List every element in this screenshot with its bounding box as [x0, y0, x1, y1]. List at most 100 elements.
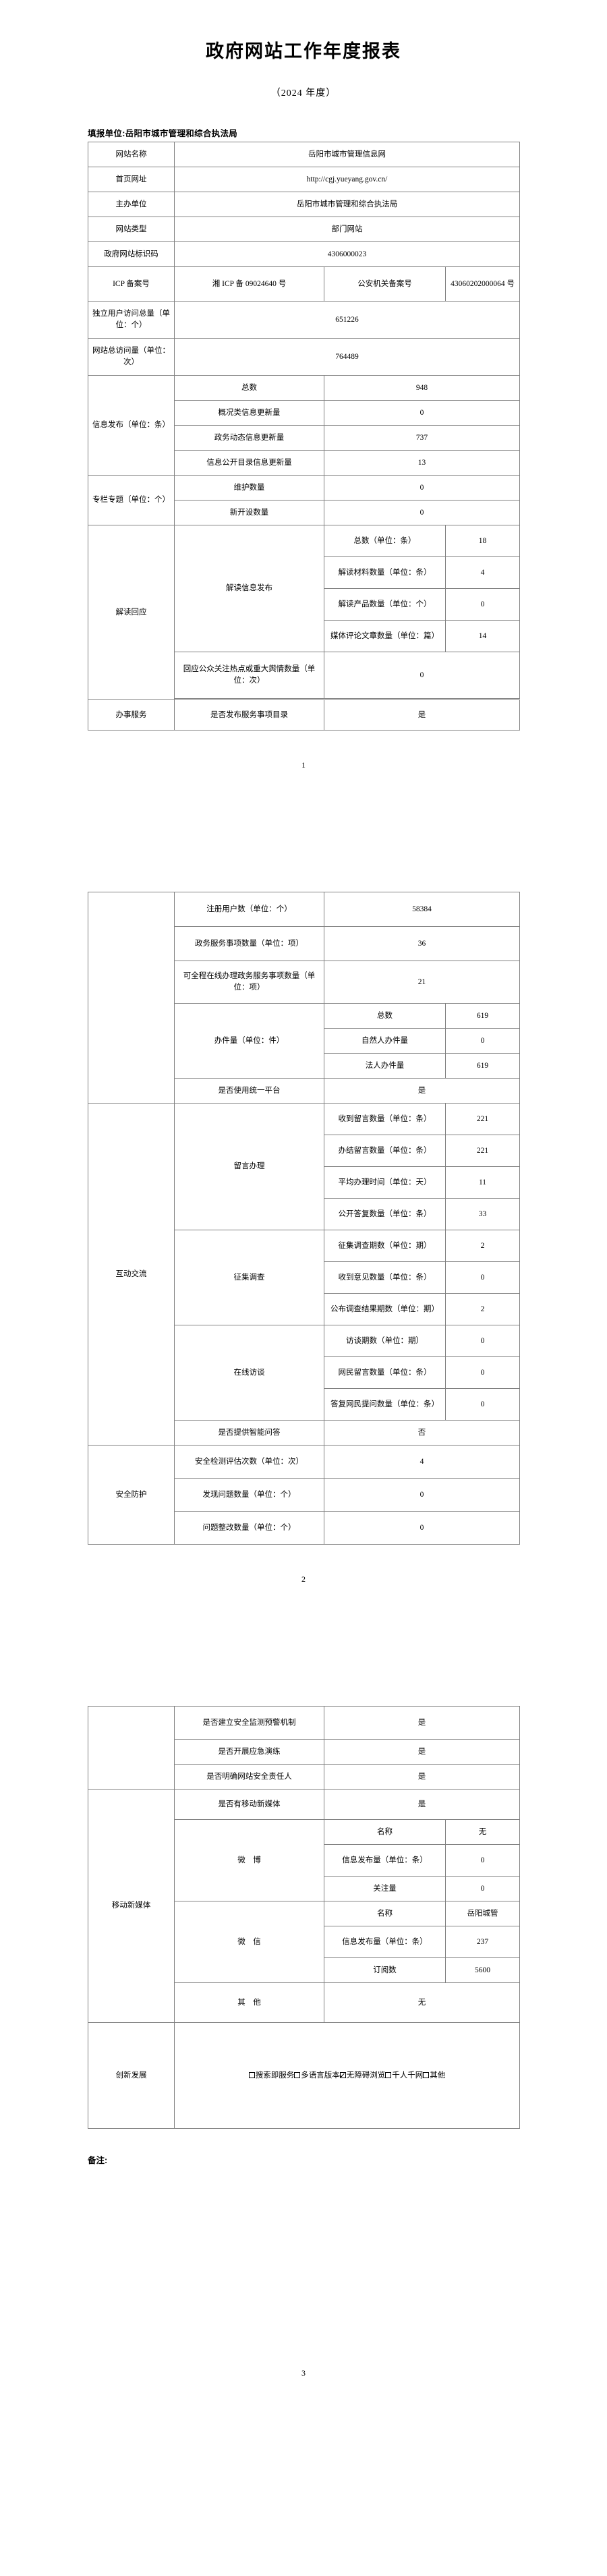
info-publish-row-value: 737 — [324, 425, 520, 451]
has-mobile-media-label: 是否有移动新媒体 — [174, 1789, 324, 1820]
site-code-value: 4306000023 — [174, 241, 520, 267]
checkbox-unchecked-icon[interactable] — [294, 2072, 301, 2079]
interview-row-value: 0 — [445, 1356, 520, 1389]
table-row: 答复网民提问数量（单位：条） 0 — [88, 1388, 520, 1421]
security-drill-value: 是 — [324, 1739, 520, 1765]
handled-row-value: 619 — [445, 1053, 520, 1079]
table-row: 政务服务事项数量（单位：项） 36 — [88, 926, 520, 961]
weibo-row-value: 无 — [445, 1819, 520, 1845]
handled-row-label: 法人办件量 — [324, 1053, 446, 1079]
special-column-row-value: 0 — [324, 475, 520, 500]
page-2: 注册用户数（单位：个） 58384 政务服务事项数量（单位：项） 36 可全程在… — [0, 845, 607, 1584]
special-column-section-label: 专栏专题（单位：个） — [88, 475, 175, 525]
table-row: 网民留言数量（单位：条） 0 — [88, 1356, 520, 1389]
table-row: 新开设数量 0 — [88, 500, 520, 525]
table-row: 解读产品数量（单位：个） 0 — [88, 588, 520, 621]
unique-visitors-label: 独立用户访问总量（单位：个） — [88, 301, 175, 339]
table-row: 自然人办件量 0 — [88, 1028, 520, 1054]
innovation-option-label: 千人千网 — [392, 2071, 424, 2080]
page-break-1 — [0, 770, 607, 845]
icp-value: 湘 ICP 备 09024640 号 — [174, 266, 324, 302]
table-row: 解读回应 解读信息发布 总数（单位：条） 18 — [88, 525, 520, 700]
wechat-row-label: 名称 — [324, 1901, 446, 1926]
survey-row-value: 2 — [445, 1230, 520, 1262]
checkbox-unchecked-icon[interactable] — [423, 2072, 430, 2079]
innovation-option-other[interactable]: 其他 — [423, 2070, 445, 2082]
unified-platform-value: 是 — [324, 1078, 520, 1104]
checkbox-unchecked-icon[interactable] — [385, 2072, 392, 2079]
service-section-label — [88, 892, 175, 1104]
interview-row-label: 访谈期数（单位：期） — [324, 1325, 446, 1357]
interpretation-row-label: 解读产品数量（单位：个） — [324, 588, 446, 621]
service-catalog-label: 是否发布服务事项目录 — [174, 699, 324, 731]
security-warning-label: 是否建立安全监测预警机制 — [174, 1706, 324, 1740]
security-row-value: 0 — [324, 1511, 520, 1545]
interpretation-row-value: 0 — [445, 588, 520, 621]
smart-qa-label: 是否提供智能问答 — [174, 1420, 324, 1446]
interview-row-value: 0 — [445, 1388, 520, 1421]
security-drill-label: 是否开展应急演练 — [174, 1739, 324, 1765]
wechat-row-value: 5600 — [445, 1957, 520, 1983]
survey-row-label: 收到意见数量（单位：条） — [324, 1261, 446, 1294]
weibo-row-label: 关注量 — [324, 1876, 446, 1901]
interpretation-row-label: 解读材料数量（单位：条） — [324, 556, 446, 589]
innovation-option-accessibility[interactable]: 无障碍浏览 — [339, 2070, 386, 2082]
innovation-option-multilingual[interactable]: 多语言版本 — [294, 2070, 340, 2082]
message-handling-label: 留言办理 — [174, 1103, 324, 1230]
page-title: 政府网站工作年度报表 — [206, 41, 401, 61]
table-row: 主办单位 岳阳市城市管理和综合执法局 — [88, 192, 520, 217]
host-unit-value: 岳阳市城市管理和综合执法局 — [174, 192, 520, 217]
homepage-value[interactable]: http://cgj.yueyang.gov.cn/ — [174, 167, 520, 192]
table-row: 安全防护 安全检测评估次数（单位：次） 4 — [88, 1445, 520, 1545]
table-row: 发现问题数量（单位：个） 0 — [88, 1478, 520, 1512]
remark-label: 备注: — [88, 2156, 108, 2165]
wechat-row-value: 237 — [445, 1926, 520, 1958]
page-break-2 — [0, 1584, 607, 1657]
table-row: 回应公众关注热点或重大舆情数量（单位：次） 0 — [88, 652, 520, 699]
table-row: ICP 备案号 湘 ICP 备 09024640 号 公安机关备案号 43060… — [88, 266, 520, 302]
innovation-option-search-as-service[interactable]: 搜索即服务 — [248, 2070, 294, 2082]
table-row: 是否使用统一平台 是 — [88, 1078, 520, 1104]
message-row-label: 收到留言数量（单位：条） — [324, 1103, 446, 1135]
total-visits-value: 764489 — [174, 338, 520, 376]
unified-platform-label: 是否使用统一平台 — [174, 1078, 324, 1104]
handled-row-value: 0 — [445, 1028, 520, 1054]
interview-row-value: 0 — [445, 1325, 520, 1357]
table-row: 创新发展 搜索即服务 多语言版本 无障碍浏览 — [88, 2022, 520, 2129]
info-publish-row-label: 概况类信息更新量 — [174, 400, 324, 426]
innovation-option-label: 无障碍浏览 — [346, 2071, 386, 2080]
police-record-value: 43060202000064 号 — [445, 266, 520, 302]
table-row: 在线访谈 访谈期数（单位：期） 0 — [88, 1325, 520, 1421]
interaction-section-label: 互动交流 — [88, 1103, 175, 1446]
interpretation-hotspot-value: 0 — [324, 652, 520, 699]
table-row: 网站名称 岳阳市城市管理信息网 — [88, 142, 520, 167]
service-interaction-table: 注册用户数（单位：个） 58384 政务服务事项数量（单位：项） 36 可全程在… — [88, 892, 520, 1545]
checkbox-unchecked-icon[interactable] — [248, 2072, 255, 2079]
basic-info-table: 网站名称 岳阳市城市管理信息网 首页网址 http://cgj.yueyang.… — [88, 142, 520, 731]
registered-users-value: 58384 — [324, 892, 520, 927]
site-name-label: 网站名称 — [88, 142, 175, 167]
table-row: 首页网址 http://cgj.yueyang.gov.cn/ — [88, 167, 520, 192]
wechat-row-label: 订阅数 — [324, 1957, 446, 1983]
checkbox-checked-icon[interactable] — [339, 2072, 346, 2079]
innovation-option-personalized[interactable]: 千人千网 — [385, 2070, 423, 2082]
site-type-value: 部门网站 — [174, 217, 520, 242]
interpretation-section-label: 解读回应 — [88, 525, 175, 700]
table-row: 公开答复数量（单位：条） 33 — [88, 1198, 520, 1230]
page-number: 3 — [301, 2368, 306, 2378]
interpretation-publish-label: 解读信息发布 — [174, 525, 324, 652]
wechat-row-label: 信息发布量（单位：条） — [324, 1926, 446, 1958]
security-officer-label: 是否明确网站安全责任人 — [174, 1764, 324, 1790]
wechat-row-value: 岳阳城管 — [445, 1901, 520, 1926]
host-unit-label: 主办单位 — [88, 192, 175, 217]
site-type-label: 网站类型 — [88, 217, 175, 242]
security-section-label: 安全防护 — [88, 1445, 175, 1545]
weibo-row-label: 名称 — [324, 1819, 446, 1845]
survey-label: 征集调查 — [174, 1230, 324, 1325]
interpretation-row-value: 18 — [445, 525, 520, 557]
registered-users-label: 注册用户数（单位：个） — [174, 892, 324, 927]
table-row: 征集调查 征集调查期数（单位：期） 2 — [88, 1230, 520, 1325]
page-1: 政府网站工作年度报表 （2024 年度） 填报单位:岳阳市城市管理和综合执法局 … — [0, 0, 607, 770]
interview-row-label: 网民留言数量（单位：条） — [324, 1356, 446, 1389]
innovation-option-label: 其他 — [430, 2071, 446, 2080]
